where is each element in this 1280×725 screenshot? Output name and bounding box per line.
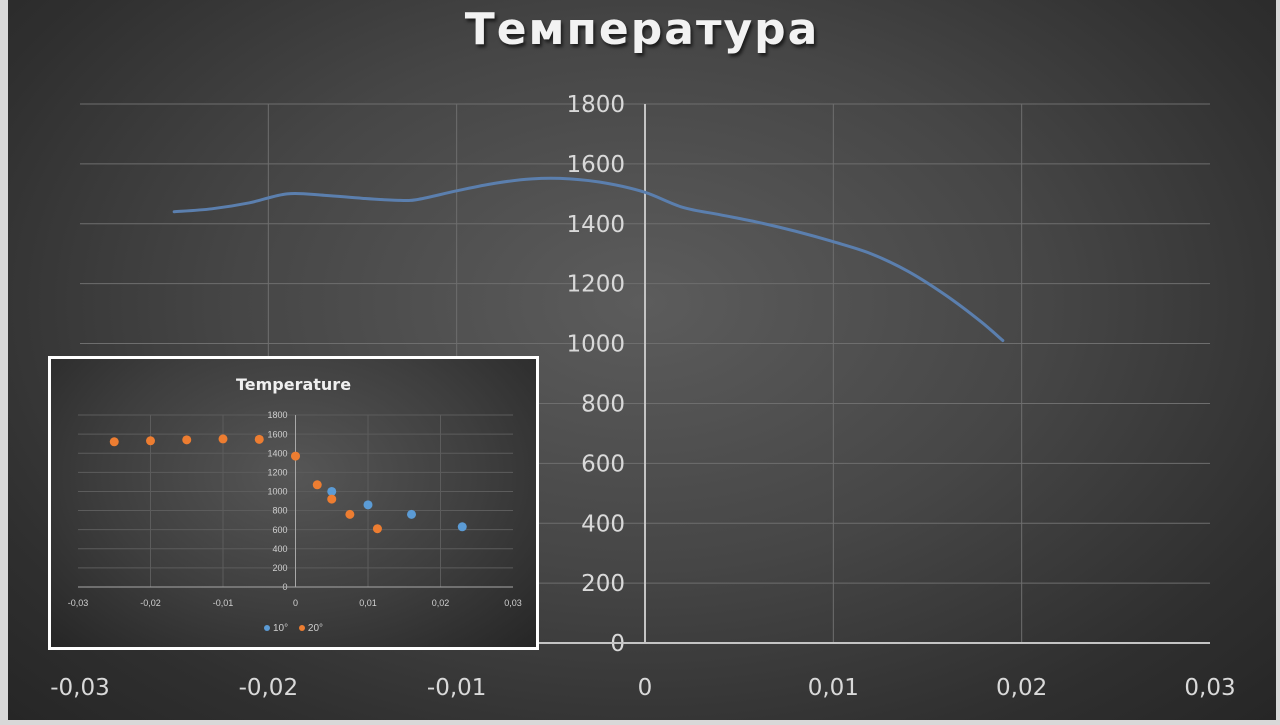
y-tick-label: 400 [581, 511, 625, 537]
data-point-series-1 [327, 486, 337, 496]
y-tick-label: 200 [272, 563, 287, 573]
x-tick-label: 0 [638, 675, 653, 701]
data-point-series-1 [363, 500, 373, 510]
legend-marker-20 [298, 625, 305, 632]
data-point-series-2 [312, 480, 322, 490]
legend-label-10: 10° [272, 623, 289, 634]
y-tick-label: 1800 [267, 410, 287, 420]
x-tick-label: 0,03 [1184, 675, 1235, 701]
data-point-series-2 [218, 434, 228, 444]
inset-plot-area: 0 200 400 600 800 1000 1200 1400 1600 1800 -0,03 -0… [68, 410, 522, 608]
y-tick-label: 1400 [267, 448, 287, 458]
data-point-series-2 [109, 437, 119, 447]
x-tick-label: 0,02 [432, 598, 450, 608]
main-chart-title: Температура [464, 4, 820, 55]
y-tick-label: 1200 [267, 467, 287, 477]
legend-item-10: 10° [263, 623, 289, 634]
y-tick-label: 800 [272, 506, 287, 516]
y-tick-label: 1800 [566, 92, 625, 118]
x-tick-label: -0,03 [50, 675, 110, 701]
x-tick-label: -0,03 [68, 598, 89, 608]
data-point-series-1 [457, 522, 467, 532]
x-tick-label: 0,01 [808, 675, 859, 701]
y-tick-label: 1400 [566, 212, 625, 238]
x-tick-label: -0,02 [140, 598, 161, 608]
legend-marker-10 [263, 625, 270, 632]
y-tick-label: 600 [581, 451, 625, 477]
y-tick-label: 600 [272, 525, 287, 535]
x-tick-label: -0,01 [213, 598, 234, 608]
data-point-series-2 [372, 524, 382, 534]
data-point-series-2 [291, 451, 300, 461]
legend-item-20: 20° [298, 623, 324, 634]
x-tick-label: 0 [293, 598, 298, 608]
data-point-series-2 [327, 494, 337, 504]
legend-label-20: 20° [307, 623, 324, 634]
x-tick-label: 0,02 [996, 675, 1047, 701]
data-point-series-2 [345, 509, 355, 519]
x-tick-label: 0,03 [504, 598, 522, 608]
y-tick-label: 1600 [566, 152, 625, 178]
x-tick-label: 0,01 [359, 598, 377, 608]
data-point-series-1 [407, 509, 416, 519]
data-point-series-2 [146, 436, 155, 446]
x-tick-label: -0,02 [239, 675, 299, 701]
inset-scatter-chart: 0 200 400 600 800 1000 1200 1400 1600 1800 -0,03 -0… [48, 356, 539, 650]
y-tick-label: 1200 [566, 272, 625, 298]
y-tick-label: 1000 [566, 332, 625, 358]
y-tick-label: 1000 [267, 487, 287, 497]
data-point-series-2 [254, 434, 264, 444]
x-tick-label: -0,01 [427, 675, 487, 701]
data-point-series-2 [182, 435, 192, 445]
temperature-line-chart: 0 200 400 600 800 1000 1200 1400 1600 1800 -0,03 -0… [8, 0, 1276, 720]
inset-legend: 10° 20° [51, 623, 536, 634]
y-tick-label: 400 [272, 544, 287, 554]
y-tick-label: 800 [581, 391, 625, 417]
inset-chart-title: Temperature [235, 375, 352, 394]
series-line [172, 176, 1005, 343]
y-tick-label: 200 [581, 571, 625, 597]
y-tick-label: 1600 [267, 429, 287, 439]
y-tick-label: 0 [610, 631, 625, 657]
